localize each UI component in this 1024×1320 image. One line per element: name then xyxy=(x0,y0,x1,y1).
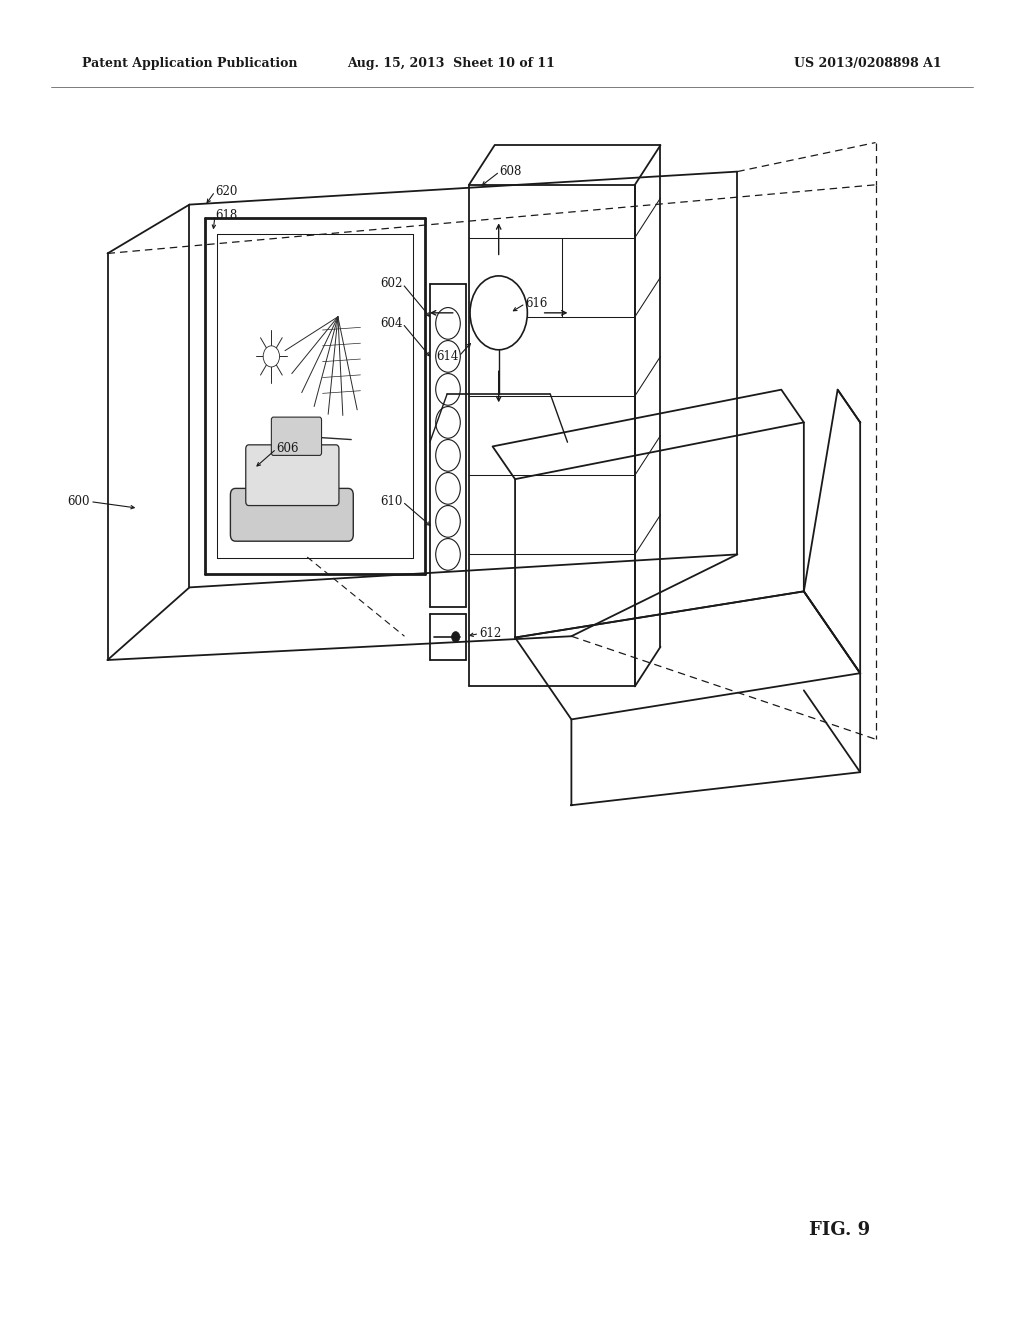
Text: 618: 618 xyxy=(215,209,238,222)
Text: Aug. 15, 2013  Sheet 10 of 11: Aug. 15, 2013 Sheet 10 of 11 xyxy=(346,57,555,70)
Circle shape xyxy=(452,631,460,642)
Text: 602: 602 xyxy=(380,277,402,290)
Circle shape xyxy=(263,346,280,367)
Text: 600: 600 xyxy=(68,495,90,508)
Text: 612: 612 xyxy=(479,627,502,640)
FancyBboxPatch shape xyxy=(271,417,322,455)
Text: 620: 620 xyxy=(215,185,238,198)
Text: 606: 606 xyxy=(276,442,299,455)
Circle shape xyxy=(470,276,527,350)
Text: 610: 610 xyxy=(380,495,402,508)
FancyBboxPatch shape xyxy=(230,488,353,541)
Text: FIG. 9: FIG. 9 xyxy=(809,1221,870,1239)
Text: Patent Application Publication: Patent Application Publication xyxy=(82,57,297,70)
FancyBboxPatch shape xyxy=(246,445,339,506)
Text: 616: 616 xyxy=(525,297,548,310)
Text: US 2013/0208898 A1: US 2013/0208898 A1 xyxy=(795,57,942,70)
Text: 614: 614 xyxy=(436,350,459,363)
Text: 608: 608 xyxy=(500,165,522,178)
Text: 604: 604 xyxy=(380,317,402,330)
